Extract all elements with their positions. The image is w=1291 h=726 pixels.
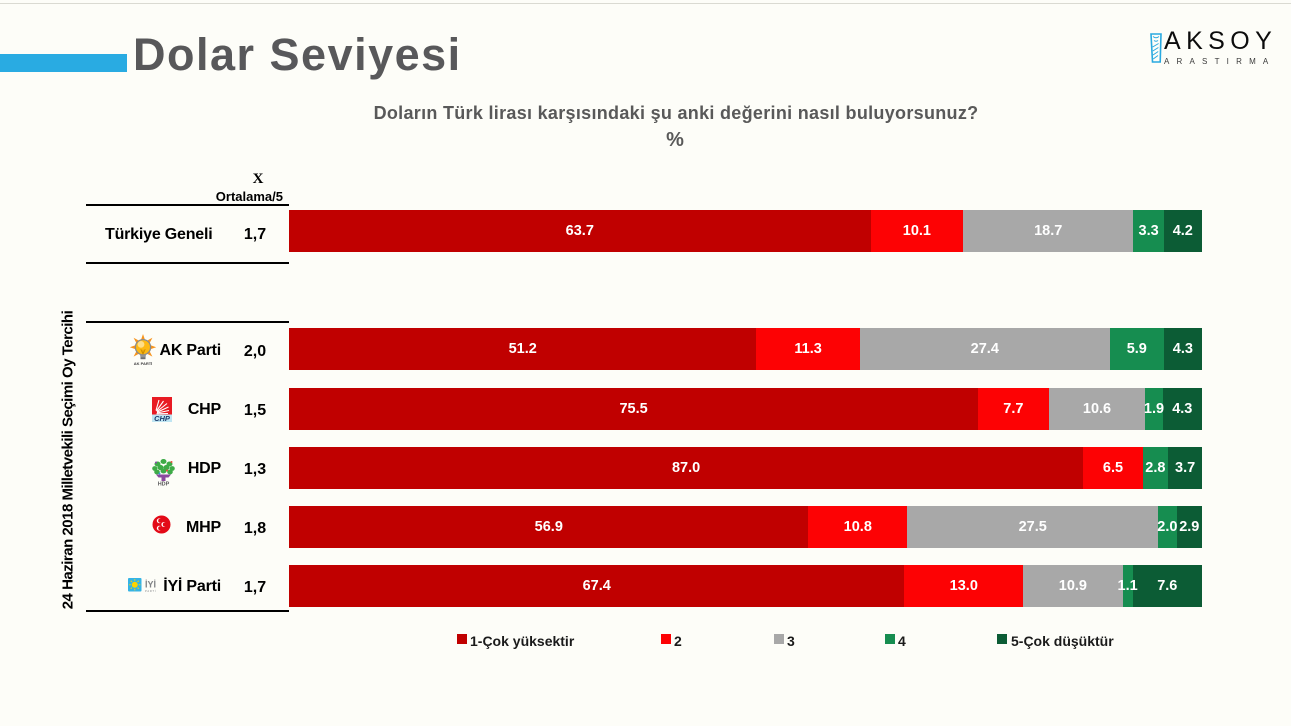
svg-text:CHP: CHP <box>154 414 171 422</box>
svg-text:AK PARTİ: AK PARTİ <box>134 361 153 366</box>
svg-text:PARTİ: PARTİ <box>145 588 156 593</box>
svg-text:HDP: HDP <box>158 481 170 486</box>
svg-text:İYİ: İYİ <box>145 580 156 590</box>
